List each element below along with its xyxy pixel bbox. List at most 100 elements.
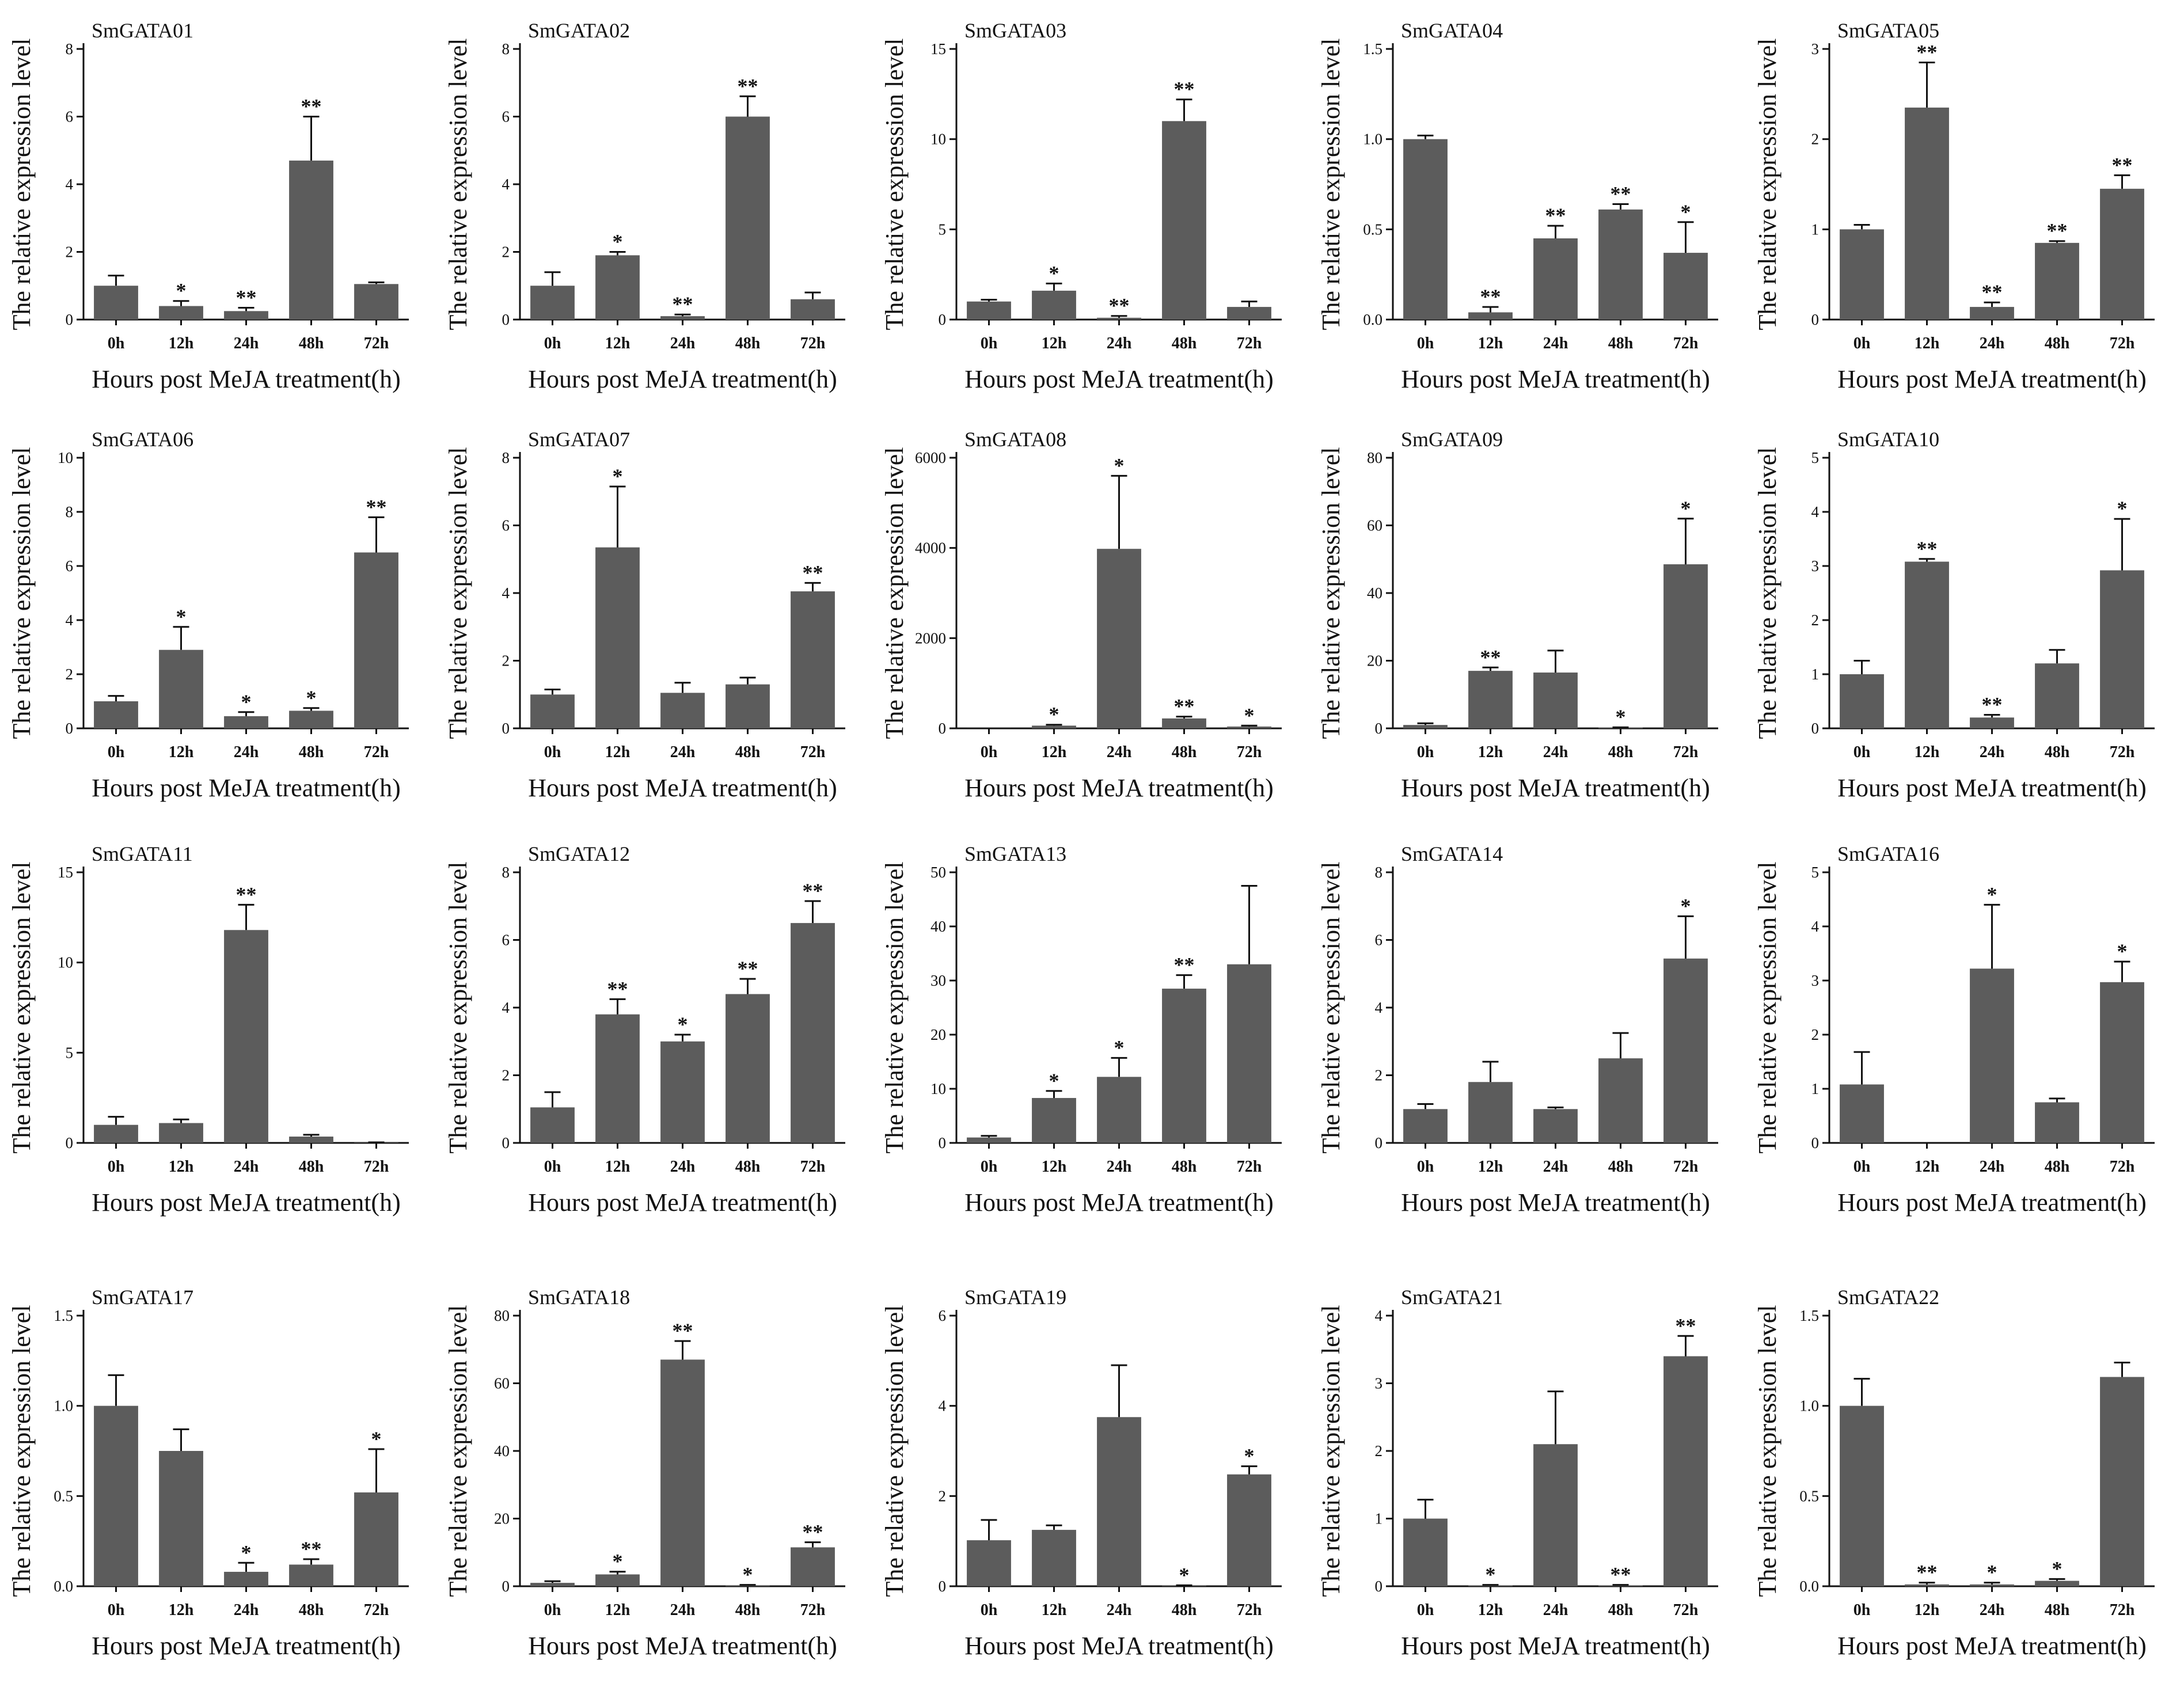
y-tick-label: 4 xyxy=(502,999,510,1016)
y-tick-label: 0.0 xyxy=(54,1578,73,1595)
bar-24h xyxy=(1097,317,1141,320)
x-axis-label: Hours post MeJA treatment(h) xyxy=(964,1188,1273,1217)
significance-mark: ** xyxy=(2047,219,2068,242)
significance-mark: ** xyxy=(1917,537,1938,560)
y-tick-label: 0.5 xyxy=(54,1487,73,1504)
significance-mark: ** xyxy=(673,1319,693,1342)
bar-0h xyxy=(530,694,575,728)
y-tick-label: 0 xyxy=(1375,1578,1383,1595)
x-tick-label: 72h xyxy=(1237,1158,1262,1176)
bar-0h xyxy=(530,286,575,320)
bar-48h xyxy=(2035,663,2079,728)
bar-48h xyxy=(289,1564,333,1586)
bar-0h xyxy=(1840,1405,1884,1586)
x-tick-label: 48h xyxy=(299,1601,324,1619)
bar-72h xyxy=(1663,1356,1708,1586)
bar-24h xyxy=(1533,1444,1578,1586)
bar-12h xyxy=(1468,671,1513,728)
y-axis-label: The relative expression level xyxy=(880,861,909,1153)
chart-svg: The relative expression level SmGATA22 0.0… xyxy=(1753,1286,2155,1660)
bar-24h xyxy=(224,1571,268,1586)
y-tick-label: 1.5 xyxy=(54,1307,73,1324)
x-tick-label: 48h xyxy=(1608,743,1634,761)
significance-mark: ** xyxy=(1109,294,1130,317)
bar-72h xyxy=(1227,726,1271,728)
y-tick-label: 2 xyxy=(502,652,510,670)
chart-title: SmGATA08 xyxy=(964,428,1066,451)
x-tick-label: 12h xyxy=(169,335,194,352)
bar-72h xyxy=(791,591,835,728)
chart-svg: The relative expression levelSmGATA05012… xyxy=(1753,19,2155,393)
bar-0h xyxy=(530,1107,575,1143)
chart-svg: The relative expression levelSmGATA12024… xyxy=(444,842,845,1217)
bar-24h xyxy=(660,1041,705,1143)
x-tick-label: 0h xyxy=(1853,743,1871,761)
y-tick-label: 1 xyxy=(1811,1080,1820,1097)
bar-12h xyxy=(1032,290,1076,320)
y-tick-label: 4 xyxy=(1811,503,1820,520)
x-tick-label: 12h xyxy=(605,1158,630,1176)
significance-mark: * xyxy=(176,605,187,628)
significance-mark: * xyxy=(1049,703,1059,726)
y-tick-label: 8 xyxy=(66,40,74,58)
y-axis-label: The relative expression level xyxy=(444,1305,472,1597)
y-tick-label: 6 xyxy=(502,517,510,534)
y-tick-label: 0 xyxy=(939,1578,947,1595)
x-axis-label: Hours post MeJA treatment(h) xyxy=(964,1632,1273,1660)
y-tick-label: 3 xyxy=(1811,40,1820,58)
significance-mark: * xyxy=(613,1550,623,1573)
significance-mark: ** xyxy=(803,879,823,902)
significance-mark: * xyxy=(743,1563,753,1586)
x-tick-label: 48h xyxy=(1172,1158,1197,1176)
y-tick-label: 10 xyxy=(930,1080,946,1097)
bar-12h xyxy=(1032,1097,1076,1143)
bar-12h xyxy=(1032,1530,1076,1586)
chart-title: SmGATA02 xyxy=(528,19,630,42)
bar-12h xyxy=(595,1014,640,1143)
y-tick-label: 0 xyxy=(66,311,74,328)
chart-svg: The relative expression level SmGATA17 0.0… xyxy=(7,1286,409,1660)
y-tick-label: 1.5 xyxy=(1363,40,1382,58)
significance-mark: * xyxy=(1244,704,1255,727)
bar-48h xyxy=(2035,242,2079,320)
chart-title: SmGATA22 xyxy=(1837,1286,1939,1309)
x-tick-label: 48h xyxy=(735,335,761,352)
x-tick-label: 72h xyxy=(1237,1601,1262,1619)
x-tick-label: 24h xyxy=(1107,1158,1132,1176)
x-tick-label: 12h xyxy=(1478,1158,1503,1176)
y-tick-label: 2 xyxy=(939,1487,947,1504)
x-tick-label: 24h xyxy=(1543,335,1568,352)
x-tick-label: 12h xyxy=(1042,743,1067,761)
bar-48h xyxy=(1162,718,1206,728)
bar-72h xyxy=(791,299,835,320)
y-tick-label: 2 xyxy=(1811,611,1820,629)
x-tick-label: 0h xyxy=(1417,1601,1434,1619)
bar-12h xyxy=(159,1123,203,1143)
x-tick-label: 0h xyxy=(981,743,998,761)
bar-0h xyxy=(94,1405,138,1586)
x-tick-label: 72h xyxy=(800,335,826,352)
y-tick-label: 8 xyxy=(1375,864,1383,881)
bar-72h xyxy=(1227,1474,1271,1586)
bar-72h xyxy=(791,1547,835,1586)
bar-48h xyxy=(726,994,770,1143)
y-axis-label: The relative expression level xyxy=(7,447,36,739)
x-tick-label: 0h xyxy=(1853,1158,1871,1176)
x-tick-label: 0h xyxy=(108,1601,125,1619)
x-tick-label: 48h xyxy=(2045,335,2070,352)
bar-72h xyxy=(2100,1377,2144,1586)
y-tick-label: 8 xyxy=(502,864,510,881)
bar-24h xyxy=(224,930,268,1143)
y-tick-label: 1 xyxy=(1375,1510,1383,1528)
bar-24h xyxy=(1970,717,2014,728)
y-tick-label: 4 xyxy=(939,1397,947,1415)
significance-mark: ** xyxy=(2112,153,2133,176)
x-tick-label: 24h xyxy=(234,335,259,352)
x-tick-label: 72h xyxy=(1673,1158,1699,1176)
x-axis-label: Hours post MeJA treatment(h) xyxy=(964,365,1273,393)
significance-mark: * xyxy=(1179,1563,1190,1586)
y-tick-label: 3 xyxy=(1375,1375,1383,1392)
x-tick-label: 72h xyxy=(2110,1601,2135,1619)
bar-0h xyxy=(1840,1084,1884,1143)
x-tick-label: 48h xyxy=(299,743,324,761)
